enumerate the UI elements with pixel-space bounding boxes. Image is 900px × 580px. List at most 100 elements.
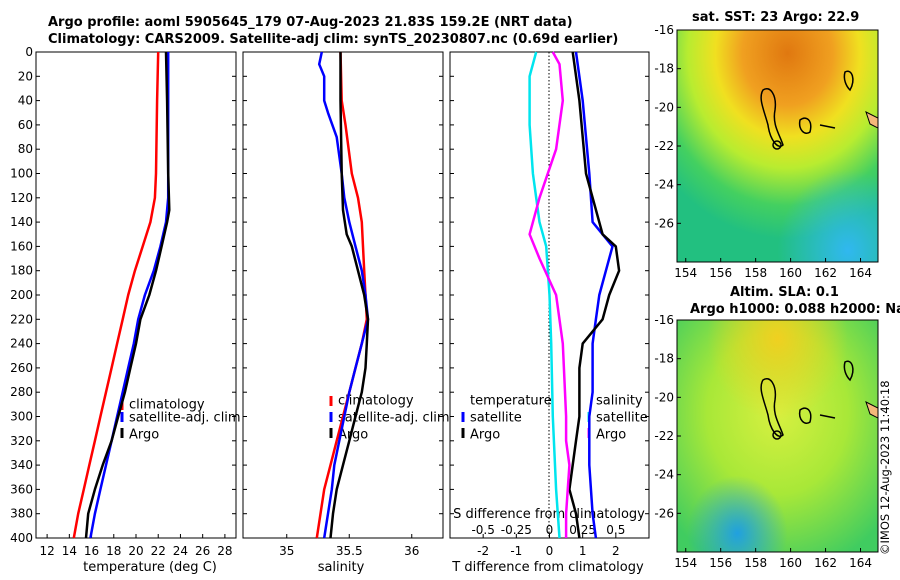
sst-map: 154 156 158 160 162 164 -16 -18 -20 -22 -24 -26 xyxy=(654,23,879,280)
series-line-argo xyxy=(84,51,171,539)
salinity-axes-frame xyxy=(242,51,444,539)
x-tick-label: 26 xyxy=(195,544,210,558)
legend-label-s-argo: Argo xyxy=(596,428,626,443)
series-line-argo xyxy=(329,52,370,539)
legend-label-climatology: climatology xyxy=(338,394,414,409)
x-tick-label: 0 xyxy=(546,544,554,558)
title-line-2: Climatology: CARS2009. Satellite-adj cli… xyxy=(48,32,619,47)
legend-label-t-satellite: satellite xyxy=(470,411,522,426)
sst-coastline xyxy=(760,70,878,150)
map-x-tick-label: 160 xyxy=(779,556,802,570)
temperature-xlabel: temperature (deg C) xyxy=(83,560,217,575)
top-x-tick-label: 0 xyxy=(546,523,554,537)
x-tick-label: 36 xyxy=(404,544,419,558)
x-tick-label: 12 xyxy=(39,544,54,558)
y-tick-label: 80 xyxy=(18,142,33,156)
difference-legend-left: temperature satellite Argo xyxy=(461,394,552,443)
map-x-tick-label: 158 xyxy=(744,556,767,570)
sla-map: 154 156 158 160 162 164 -16 -18 -20 -22 -24 -26 xyxy=(654,313,879,570)
series-line-t-satellite xyxy=(574,51,614,539)
top-x-tick-label: -0.25 xyxy=(501,523,532,537)
x-tick-label: -2 xyxy=(477,544,489,558)
map-y-tick-label: -16 xyxy=(654,23,674,37)
y-tick-label: 100 xyxy=(10,167,33,181)
y-tick-label: 120 xyxy=(10,191,33,205)
map-y-tick-label: -16 xyxy=(654,313,674,327)
map-x-tick-label: 160 xyxy=(779,266,802,280)
y-tick-label: 140 xyxy=(10,215,33,229)
legend-label-climatology: climatology xyxy=(129,398,205,413)
x-tick-label: 20 xyxy=(128,544,143,558)
legend-label-satellite: satellite-adj. clim xyxy=(338,411,450,426)
sla-map-title-2: Argo h1000: 0.088 h2000: NaN xyxy=(690,302,900,317)
y-tick-label: 300 xyxy=(10,410,33,424)
map-y-tick-label: -24 xyxy=(654,468,674,482)
y-tick-label: 160 xyxy=(10,239,33,253)
x-tick-label: 18 xyxy=(106,544,121,558)
x-tick-label: 22 xyxy=(151,544,166,558)
legend-title-temperature: temperature xyxy=(470,394,552,409)
series-line-t-argo xyxy=(568,51,621,539)
series-line-s-argo xyxy=(528,51,571,538)
title-line-1: Argo profile: aoml 5905645_179 07-Aug-20… xyxy=(48,15,573,30)
series-line-climatology xyxy=(72,51,160,539)
series-line-satellite-adj-clim xyxy=(317,51,370,539)
y-tick-label: 20 xyxy=(18,69,33,83)
map-x-tick-label: 158 xyxy=(744,266,767,280)
x-tick-label: 35.5 xyxy=(336,544,363,558)
x-tick-label: 1 xyxy=(579,544,587,558)
legend-label-t-argo: Argo xyxy=(470,428,500,443)
legend-label-argo: Argo xyxy=(338,428,368,443)
y-tick-label: 320 xyxy=(10,434,33,448)
legend-label-s-satellite: satellite xyxy=(596,411,648,426)
x-tick-label: 28 xyxy=(217,544,232,558)
map-y-tick-label: -20 xyxy=(654,390,674,404)
map-x-tick-label: 164 xyxy=(849,556,872,570)
map-y-tick-label: -18 xyxy=(654,352,674,366)
map-x-tick-label: 162 xyxy=(814,556,837,570)
top-x-tick-label: 0.25 xyxy=(569,523,596,537)
difference-panel: T difference from climatology S differen… xyxy=(449,51,650,575)
y-tick-label: 400 xyxy=(10,531,33,545)
temperature-legend: climatology satellite-adj. clim Argo xyxy=(120,398,241,443)
map-y-tick-label: -26 xyxy=(654,506,674,520)
x-tick-label: 35 xyxy=(279,544,294,558)
map-y-tick-label: -20 xyxy=(654,100,674,114)
y-tick-label: 340 xyxy=(10,458,33,472)
sst-map-title: sat. SST: 23 Argo: 22.9 xyxy=(692,10,860,25)
sla-coastline xyxy=(760,360,878,440)
x-tick-label: -1 xyxy=(510,544,522,558)
legend-title-salinity: salinity xyxy=(596,394,643,409)
map-x-tick-label: 154 xyxy=(674,266,697,280)
salinity-xlabel: salinity xyxy=(318,560,365,575)
map-y-tick-label: -22 xyxy=(654,429,674,443)
y-tick-label: 240 xyxy=(10,337,33,351)
y-tick-label: 0 xyxy=(25,45,33,59)
legend-label-argo: Argo xyxy=(129,428,159,443)
y-tick-label: 180 xyxy=(10,264,33,278)
salinity-panel: salinity climatology satellite-adj. clim… xyxy=(242,51,450,575)
series-line-s-satellite xyxy=(528,51,561,539)
map-x-tick-label: 154 xyxy=(674,556,697,570)
difference-xlabel: T difference from climatology xyxy=(451,560,644,575)
x-tick-label: 14 xyxy=(62,544,77,558)
y-tick-label: 380 xyxy=(10,507,33,521)
y-tick-label: 200 xyxy=(10,288,33,302)
top-x-tick-label: 0.5 xyxy=(606,523,625,537)
map-y-tick-label: -24 xyxy=(654,178,674,192)
map-x-tick-label: 162 xyxy=(814,266,837,280)
series-line-satellite-adj-clim xyxy=(89,52,170,539)
map-y-tick-label: -26 xyxy=(654,216,674,230)
y-tick-label: 360 xyxy=(10,482,33,496)
temperature-panel: temperature (deg C) climatology satellit… xyxy=(10,45,241,575)
difference-top-xlabel: S difference from climatology xyxy=(453,507,645,522)
y-tick-label: 280 xyxy=(10,385,33,399)
map-y-tick-label: -22 xyxy=(654,139,674,153)
y-tick-label: 260 xyxy=(10,361,33,375)
temperature-axes-frame xyxy=(35,51,237,539)
map-x-tick-label: 156 xyxy=(709,266,732,280)
map-x-tick-label: 164 xyxy=(849,266,872,280)
y-tick-label: 220 xyxy=(10,312,33,326)
y-tick-label: 60 xyxy=(18,118,33,132)
